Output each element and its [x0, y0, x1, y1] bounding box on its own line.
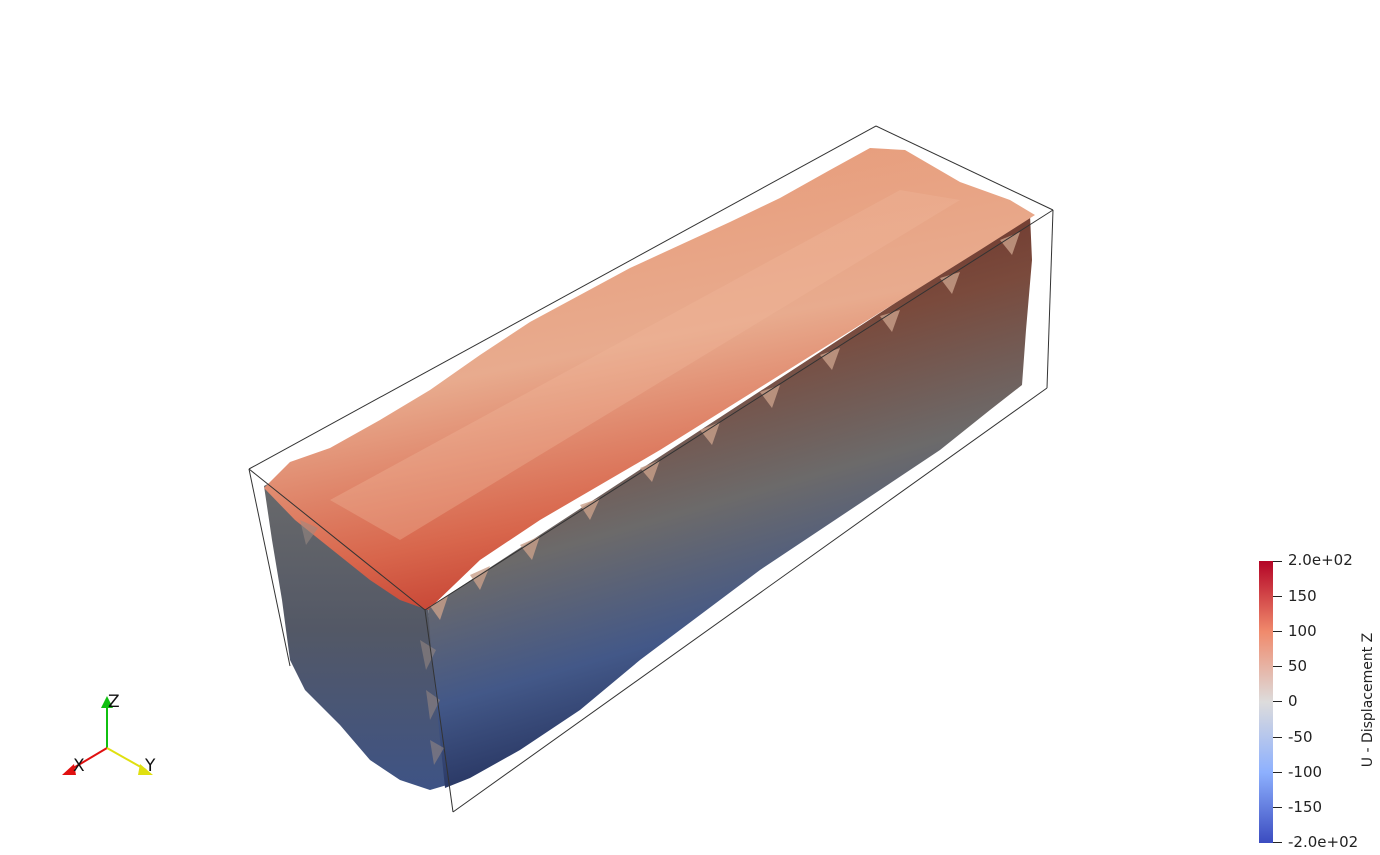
z-axis-arrow-icon [101, 696, 113, 708]
rough-left-texture [300, 520, 444, 765]
colorbar-label-min: -2.0e+02 [1288, 833, 1359, 851]
colorbar-tick [1273, 596, 1282, 597]
colorbar-tick [1273, 737, 1282, 738]
colorbar-label: 150 [1288, 587, 1317, 605]
colorbar-label: -100 [1288, 763, 1323, 781]
colorbar-tick [1273, 631, 1282, 632]
colorbar-label: -50 [1288, 728, 1313, 746]
x-axis-label: X [73, 756, 85, 776]
orientation-axes [62, 696, 153, 775]
block-front-face [428, 215, 1032, 788]
top-face-highlight [330, 190, 960, 540]
bounding-box-outline [248, 125, 1054, 813]
colorbar-tick [1273, 701, 1282, 702]
colorbar-tick [1273, 772, 1282, 773]
colorbar-tick [1273, 842, 1282, 843]
block-top-face [264, 148, 1035, 610]
colorbar-tick [1273, 666, 1282, 667]
colorbar-label: 100 [1288, 622, 1317, 640]
colorbar[interactable] [1259, 561, 1273, 843]
y-axis-arrow-icon [138, 764, 153, 775]
colorbar-label-max: 2.0e+02 [1288, 551, 1353, 569]
colorbar-label: 0 [1288, 692, 1298, 710]
colorbar-title: U - Displacement Z [1360, 632, 1376, 768]
colorbar-tick [1273, 807, 1282, 808]
colorbar-label: -150 [1288, 798, 1323, 816]
z-axis-label: Z [108, 692, 120, 712]
colorbar-tick [1273, 561, 1282, 562]
x-axis-arrow-icon [62, 764, 76, 775]
colorbar-label: 50 [1288, 657, 1308, 675]
y-axis-label: Y [145, 756, 156, 776]
